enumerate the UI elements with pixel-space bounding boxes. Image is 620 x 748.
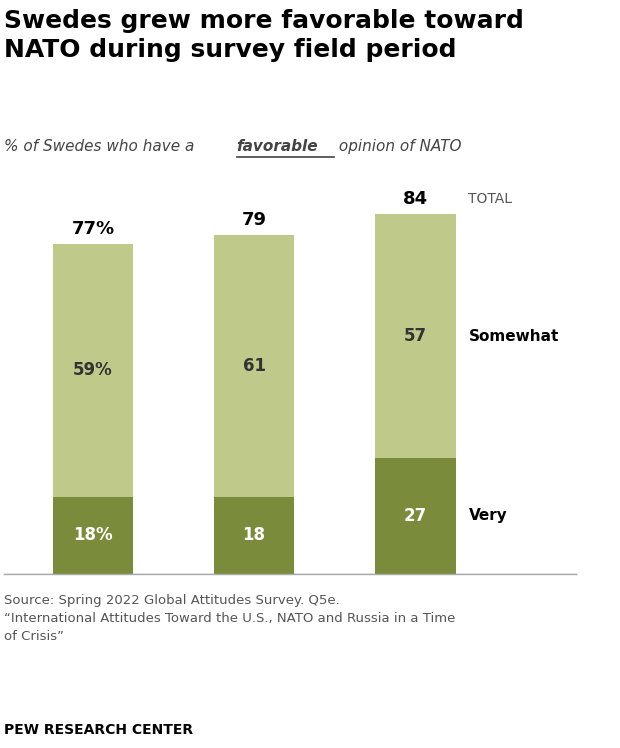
Text: Very: Very [469, 509, 507, 524]
Text: PEW RESEARCH CENTER: PEW RESEARCH CENTER [4, 723, 193, 738]
Text: 84: 84 [402, 189, 428, 208]
Text: 61: 61 [242, 357, 265, 375]
Text: 27: 27 [404, 507, 427, 525]
Text: TOTAL: TOTAL [469, 192, 513, 206]
Bar [53, 244, 133, 497]
Bar [375, 214, 456, 458]
Text: 59%: 59% [73, 361, 113, 379]
Bar [375, 458, 456, 574]
Bar [214, 236, 294, 497]
Text: favorable: favorable [237, 139, 318, 154]
Bar [214, 497, 294, 574]
Text: 18: 18 [242, 526, 265, 544]
Text: Somewhat: Somewhat [469, 328, 559, 343]
Bar [53, 497, 133, 574]
Text: 79: 79 [242, 211, 267, 229]
Text: % of Swedes who have a: % of Swedes who have a [4, 139, 200, 154]
Text: opinion of NATO: opinion of NATO [334, 139, 461, 154]
Text: 57: 57 [404, 327, 427, 345]
Text: 18%: 18% [73, 526, 113, 544]
Text: Source: Spring 2022 Global Attitudes Survey. Q5e.
“International Attitudes Towar: Source: Spring 2022 Global Attitudes Sur… [4, 594, 456, 643]
Text: Swedes grew more favorable toward
NATO during survey field period: Swedes grew more favorable toward NATO d… [4, 9, 524, 62]
Text: 77%: 77% [71, 220, 115, 238]
